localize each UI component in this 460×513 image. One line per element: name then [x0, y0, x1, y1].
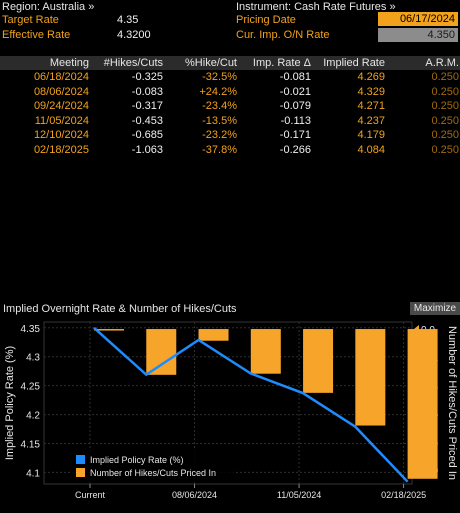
pct-cell: -13.5%	[202, 114, 237, 127]
target-rate-label: Target Rate	[2, 14, 59, 26]
pricing-date-label: Pricing Date	[236, 14, 296, 26]
table-header: Meeting #Hikes/Cuts %Hike/Cut Imp. Rate …	[0, 56, 460, 70]
bar	[355, 329, 386, 426]
pct-cell: -32.5%	[202, 71, 237, 83]
implied-rate-cell: 4.269	[357, 71, 385, 83]
hikes-cell: -0.317	[131, 100, 163, 112]
hikes-cell: -0.685	[131, 129, 163, 141]
y-right-axis-label: Number of Hikes/Cuts Priced In	[446, 326, 458, 480]
rate-chart: 4.354.34.254.24.154.10.0-0.2-0.4-0.6-0.8…	[4, 321, 458, 500]
col-header-arm[interactable]: A.R.M.	[425, 57, 459, 69]
bar	[198, 329, 229, 341]
col-header-meeting[interactable]: Meeting	[49, 57, 89, 69]
col-header-hikes[interactable]: #Hikes/Cuts	[103, 57, 163, 69]
meeting-cell: 06/18/2024	[33, 71, 89, 83]
arm-cell: 0.250	[431, 114, 459, 127]
pct-cell: -23.2%	[202, 129, 237, 141]
legend-box	[70, 450, 235, 482]
pct-cell: -37.8%	[202, 143, 237, 156]
header-panel: Region: Australia » Instrument: Cash Rat…	[0, 0, 460, 44]
pct-cell: -23.4%	[202, 100, 237, 112]
meeting-cell: 12/10/2024	[33, 129, 89, 141]
bar	[94, 329, 124, 331]
col-header-pct[interactable]: %Hike/Cut	[185, 57, 237, 69]
y-left-tick-label: 4.15	[21, 440, 41, 451]
hikes-cell: -0.453	[131, 114, 163, 127]
chart-panel-header: Implied Overnight Rate & Number of Hikes…	[0, 302, 460, 316]
pct-cell: +24.2%	[199, 85, 237, 98]
chart-panel-title: Implied Overnight Rate & Number of Hikes…	[3, 303, 237, 315]
cur-imp-rate-input[interactable]: 4.350	[378, 28, 458, 42]
arm-cell: 0.250	[431, 85, 459, 98]
effective-rate-value: 4.3200	[117, 29, 151, 41]
y-left-tick-label: 4.3	[26, 353, 40, 364]
arm-cell: 0.250	[431, 100, 459, 112]
hikes-cell: -1.063	[131, 143, 163, 156]
legend-swatch-line	[76, 455, 85, 464]
pricing-date-input[interactable]: 06/17/2024	[378, 12, 458, 26]
target-rate-value: 4.35	[117, 14, 139, 26]
delta-cell: -0.171	[279, 129, 311, 141]
y-left-tick-label: 4.2	[26, 411, 40, 422]
cur-imp-rate-label: Cur. Imp. O/N Rate	[236, 29, 330, 41]
meetings-table: Meeting #Hikes/Cuts %Hike/Cut Imp. Rate …	[0, 56, 460, 157]
bar	[250, 329, 281, 374]
legend-swatch-bar	[76, 468, 85, 477]
implied-rate-cell: 4.237	[357, 114, 385, 127]
meeting-cell: 08/06/2024	[33, 85, 89, 98]
meeting-cell: 02/18/2025	[33, 143, 89, 156]
meeting-cell: 09/24/2024	[33, 100, 89, 112]
legend-label-bar: Number of Hikes/Cuts Priced In	[90, 468, 216, 478]
table-row[interactable]: 08/06/2024 -0.083 +24.2% -0.021 4.329 0.250	[0, 85, 460, 100]
arm-cell: 0.250	[431, 129, 459, 141]
chart-legend: Implied Policy Rate (%) Number of Hikes/C…	[70, 450, 235, 482]
implied-rate-cell: 4.179	[357, 129, 385, 141]
x-tick-label: 11/05/2024	[277, 490, 321, 500]
col-header-implied-rate[interactable]: Implied Rate	[323, 57, 385, 69]
y-left-tick-label: 4.1	[26, 468, 40, 479]
y-left-axis-label: Implied Policy Rate (%)	[4, 346, 16, 460]
hikes-cell: -0.083	[131, 85, 163, 98]
table-row[interactable]: 09/24/2024 -0.317 -23.4% -0.079 4.271 0.250	[0, 99, 460, 114]
delta-cell: -0.113	[280, 114, 311, 127]
maximize-button[interactable]: Maximize	[410, 302, 460, 315]
col-header-delta[interactable]: Imp. Rate Δ	[252, 57, 311, 69]
implied-rate-cell: 4.084	[357, 143, 385, 156]
effective-rate-label: Effective Rate	[2, 29, 71, 41]
y-left-tick-label: 4.25	[21, 382, 41, 393]
x-tick-label: Current	[75, 490, 106, 500]
x-tick-label: 08/06/2024	[172, 490, 217, 500]
table-row[interactable]: 06/18/2024 -0.325 -32.5% -0.081 4.269 0.250	[0, 70, 460, 85]
table-body: 06/18/2024 -0.325 -32.5% -0.081 4.269 0.250 08…	[0, 70, 460, 157]
bar	[146, 329, 177, 375]
instrument-selector[interactable]: Instrument: Cash Rate Futures »	[236, 1, 396, 13]
legend-label-line: Implied Policy Rate (%)	[90, 455, 184, 465]
y-left-tick-label: 4.35	[21, 324, 41, 335]
bar	[407, 329, 438, 479]
delta-cell: -0.266	[279, 143, 311, 156]
region-selector[interactable]: Region: Australia »	[2, 1, 95, 13]
table-row[interactable]: 02/18/2025 -1.063 -37.8% -0.266 4.084 0.250	[0, 143, 460, 158]
implied-rate-line	[93, 326, 409, 483]
x-tick-label: 02/18/2025	[381, 490, 426, 500]
implied-rate-cell: 4.329	[357, 85, 385, 98]
delta-cell: -0.021	[279, 85, 311, 98]
delta-cell: -0.079	[279, 100, 311, 112]
arm-cell: 0.250	[431, 71, 459, 83]
bar	[303, 329, 334, 393]
implied-rate-cell: 4.271	[357, 100, 385, 112]
delta-cell: -0.081	[279, 71, 311, 83]
table-row[interactable]: 11/05/2024 -0.453 -13.5% -0.113 4.237 0.250	[0, 114, 460, 129]
arm-cell: 0.250	[431, 143, 459, 156]
meeting-cell: 11/05/2024	[34, 114, 89, 127]
hikes-cell: -0.325	[131, 71, 163, 83]
table-row[interactable]: 12/10/2024 -0.685 -23.2% -0.171 4.179 0.250	[0, 128, 460, 143]
